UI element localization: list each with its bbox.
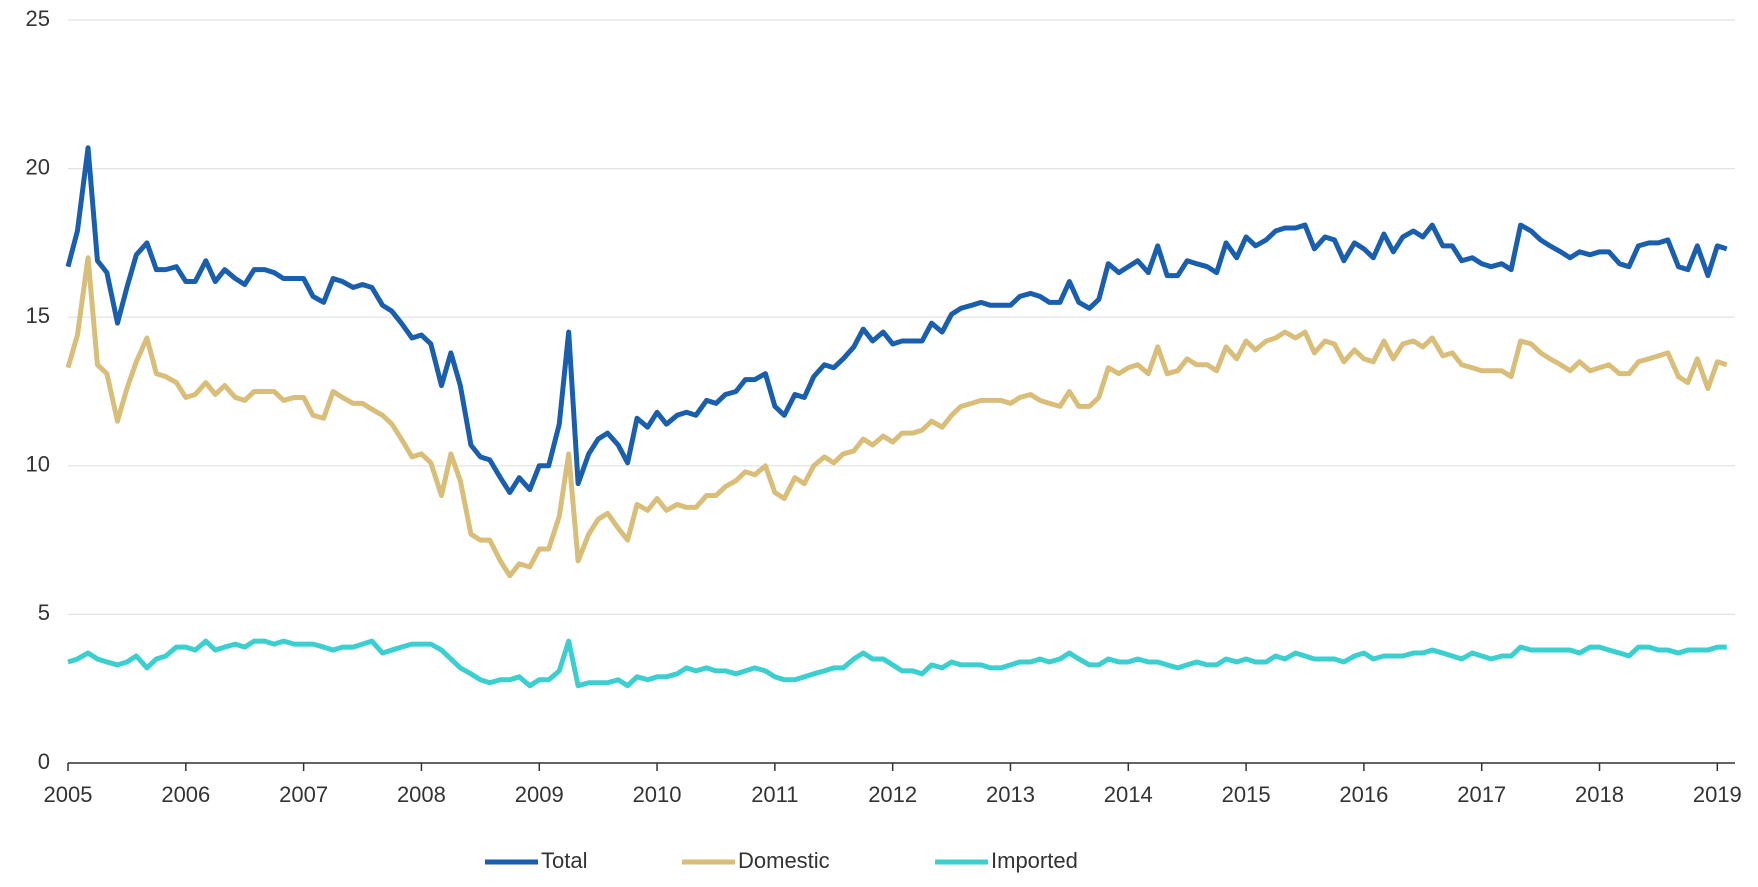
x-tick-label: 2008	[397, 782, 446, 807]
y-tick-label: 20	[26, 154, 50, 179]
y-tick-label: 10	[26, 452, 50, 477]
y-tick-label: 0	[38, 749, 50, 774]
y-tick-label: 5	[38, 600, 50, 625]
legend-label: Imported	[991, 848, 1078, 873]
y-tick-label: 25	[26, 6, 50, 31]
line-domestic	[65, 255, 1728, 579]
line-total	[65, 145, 1728, 496]
x-tick-label: 2006	[161, 782, 210, 807]
x-tick-label: 2010	[633, 782, 682, 807]
legend-label: Total	[541, 848, 587, 873]
x-tick-label: 2017	[1457, 782, 1506, 807]
legend-label: Domestic	[738, 848, 830, 873]
x-tick-label: 2013	[986, 782, 1035, 807]
x-tick-label: 2012	[868, 782, 917, 807]
x-tick-label: 2009	[515, 782, 564, 807]
y-tick-label: 15	[26, 303, 50, 328]
x-tick-label: 2007	[279, 782, 328, 807]
x-tick-label: 2005	[44, 782, 93, 807]
x-tick-label: 2011	[751, 782, 798, 807]
x-tick-label: 2016	[1339, 782, 1388, 807]
x-tick-label: 2019	[1693, 782, 1742, 807]
line-imported	[67, 638, 1727, 689]
x-tick-label: 2014	[1104, 782, 1153, 807]
x-tick-label: 2018	[1575, 782, 1624, 807]
x-tick-label: 2015	[1222, 782, 1271, 807]
